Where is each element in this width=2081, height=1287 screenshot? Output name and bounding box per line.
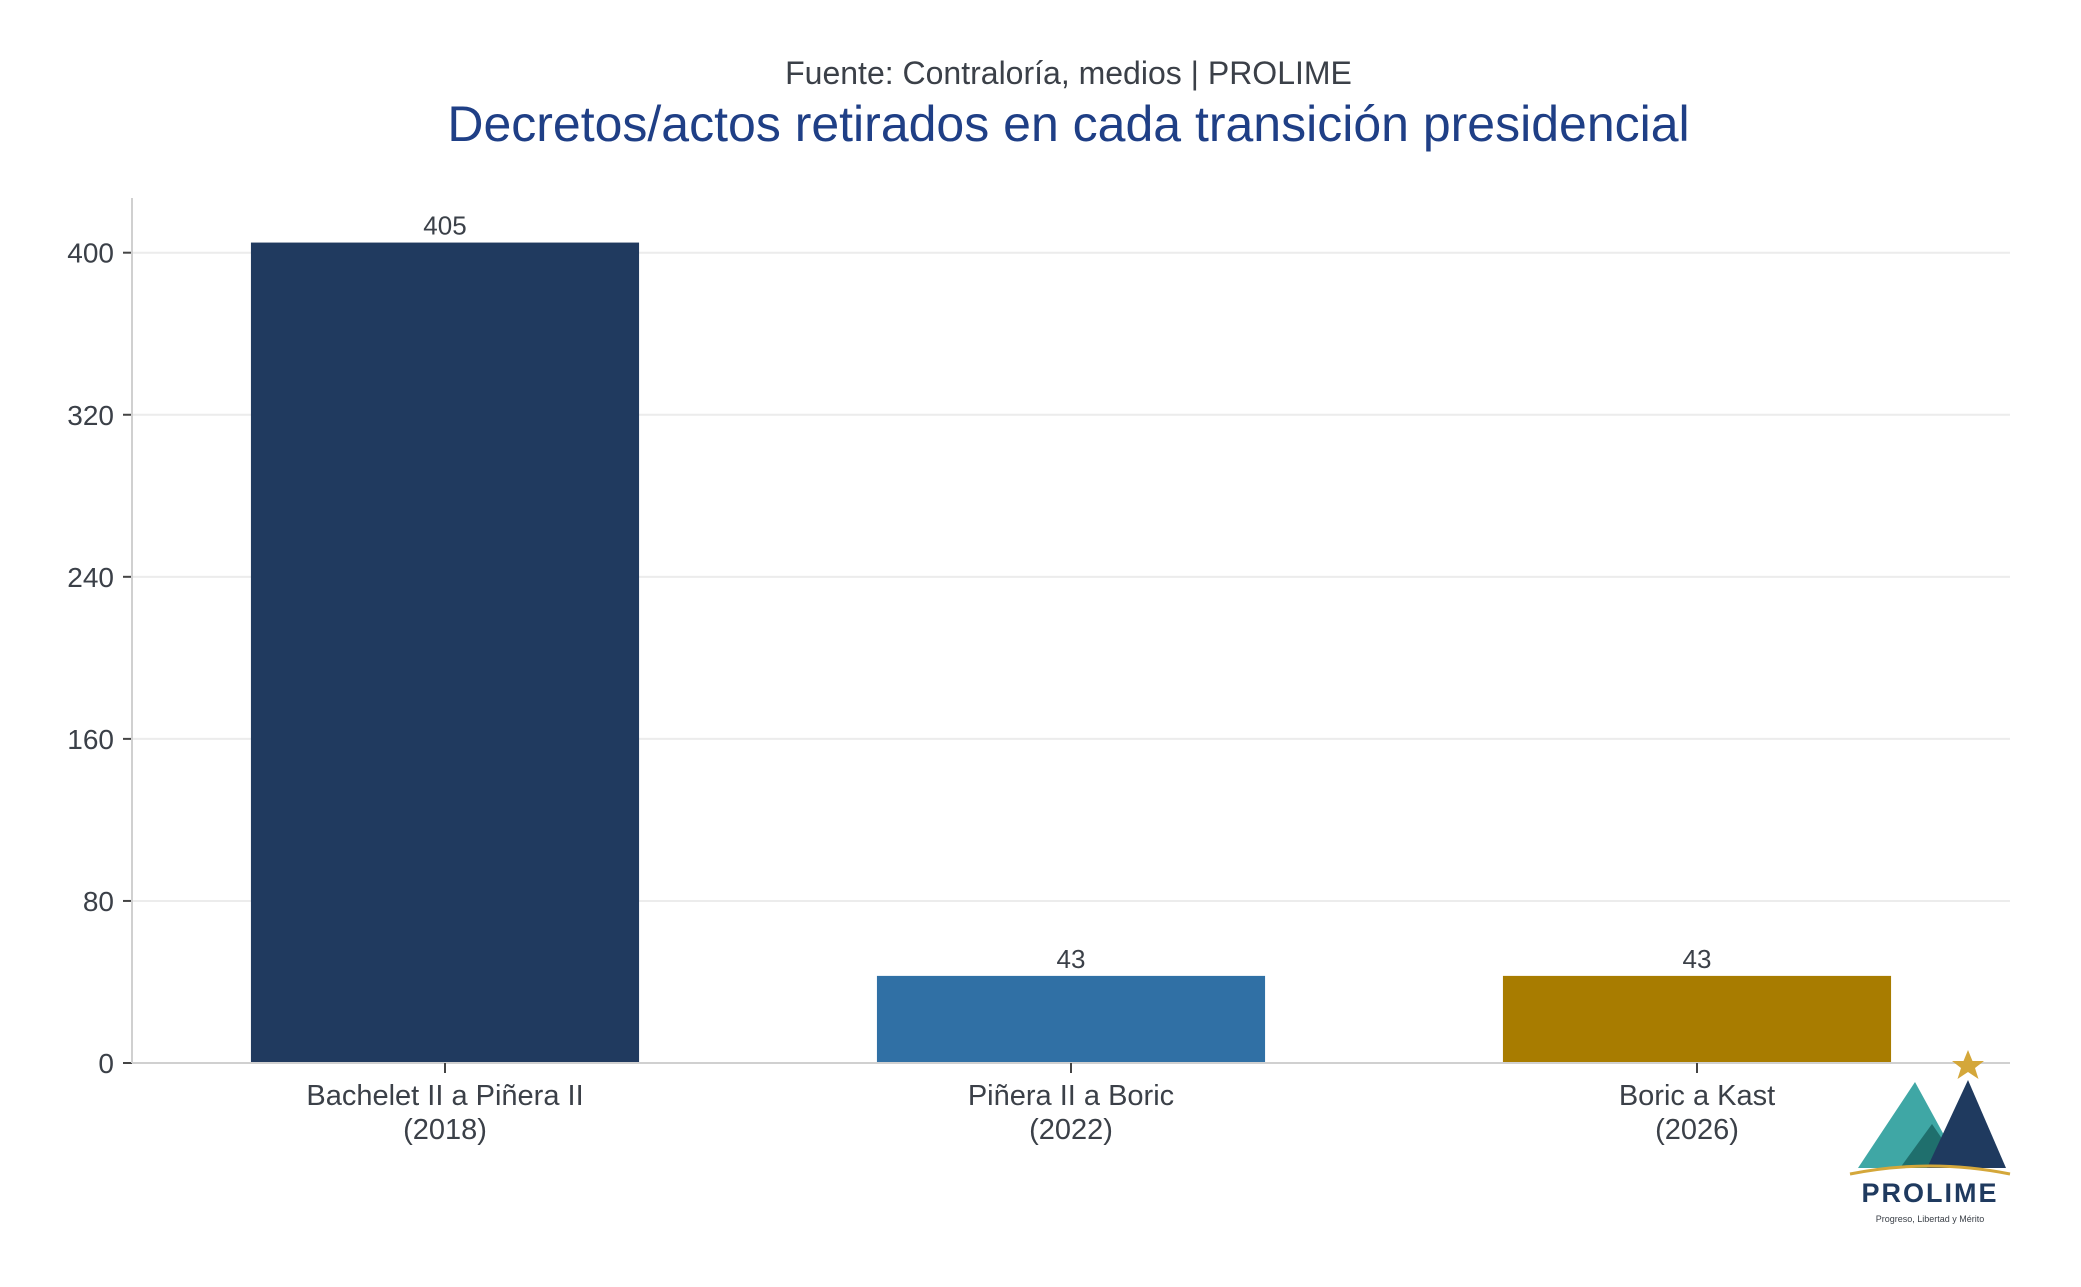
prolime-logo: PROLIME Progreso, Libertad y Mérito <box>1849 1050 2011 1224</box>
y-tick-label: 240 <box>67 562 114 593</box>
logo-gold-arc <box>1849 1164 2011 1176</box>
x-tick-label: Piñera II a Boric <box>968 1080 1174 1112</box>
x-axis: Bachelet II a Piñera II(2018) Piñera II a… <box>132 1062 2010 1146</box>
chart-subtitle: Fuente: Contraloría, medios | PROLIME <box>785 55 1352 91</box>
y-axis: 0 80 160 240 320 400 <box>67 198 133 1079</box>
bar <box>876 975 1266 1063</box>
y-tick-label: 320 <box>67 400 114 431</box>
y-tick-label: 80 <box>83 886 114 917</box>
y-tick-label: 160 <box>67 724 114 755</box>
bar <box>1502 975 1892 1063</box>
logo-star-icon <box>1952 1050 1984 1079</box>
bars: 405 43 43 <box>250 211 1892 1063</box>
y-tick-label: 0 <box>98 1048 114 1079</box>
x-tick-label: (2026) <box>1655 1114 1739 1146</box>
x-tick-label: (2018) <box>403 1114 487 1146</box>
bar-value-label: 43 <box>1683 944 1712 974</box>
logo-wordmark: PROLIME <box>1861 1178 1998 1208</box>
bar <box>250 242 640 1063</box>
bar-value-label: 43 <box>1057 944 1086 974</box>
bar-value-label: 405 <box>423 211 466 241</box>
x-tick-label: Boric a Kast <box>1619 1080 1775 1112</box>
chart-title: Decretos/actos retirados en cada transic… <box>447 96 1690 152</box>
logo-tagline: Progreso, Libertad y Mérito <box>1876 1214 1985 1224</box>
y-tick-label: 400 <box>67 238 114 269</box>
x-tick-label: Bachelet II a Piñera II <box>306 1080 583 1112</box>
x-tick-label: (2022) <box>1029 1114 1113 1146</box>
logo-navy-mountain <box>1927 1080 2006 1168</box>
